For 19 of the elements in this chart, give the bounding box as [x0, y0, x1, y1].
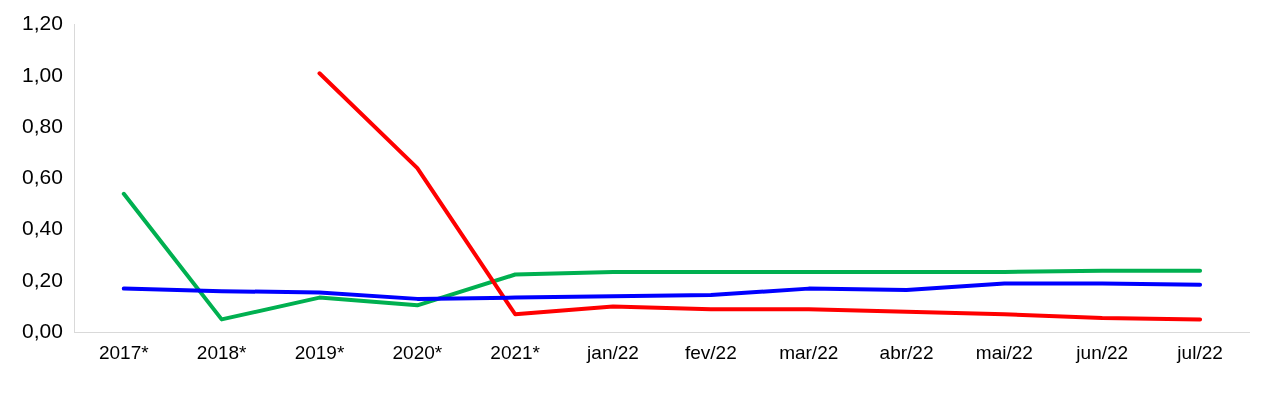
- x-tick-label: 2021*: [490, 341, 541, 363]
- y-tick-label: 0,40: [22, 216, 63, 240]
- x-tick-label: 2018*: [196, 341, 248, 363]
- y-tick-label: 0,00: [22, 319, 63, 342]
- x-tick-label: jan/22: [586, 341, 639, 363]
- x-tick-label: fev/22: [684, 341, 737, 363]
- x-tick-label: mar/22: [779, 341, 839, 363]
- x-tick-label: 2017*: [98, 341, 150, 363]
- y-tick-label: 0,60: [22, 165, 63, 189]
- x-tick-label: jun/22: [1075, 341, 1129, 363]
- x-tick-label: jul/22: [1176, 341, 1223, 363]
- x-tick-label: 2019*: [294, 341, 345, 363]
- y-tick-label: 0,80: [22, 113, 63, 137]
- y-tick-label: 0,20: [22, 267, 63, 291]
- y-tick-label: 1,00: [22, 62, 63, 86]
- x-tick-label: 2020*: [392, 341, 443, 363]
- y-tick-label: 1,20: [22, 11, 63, 35]
- x-tick-label: abr/22: [879, 341, 934, 363]
- x-tick-label: mai/22: [975, 341, 1033, 363]
